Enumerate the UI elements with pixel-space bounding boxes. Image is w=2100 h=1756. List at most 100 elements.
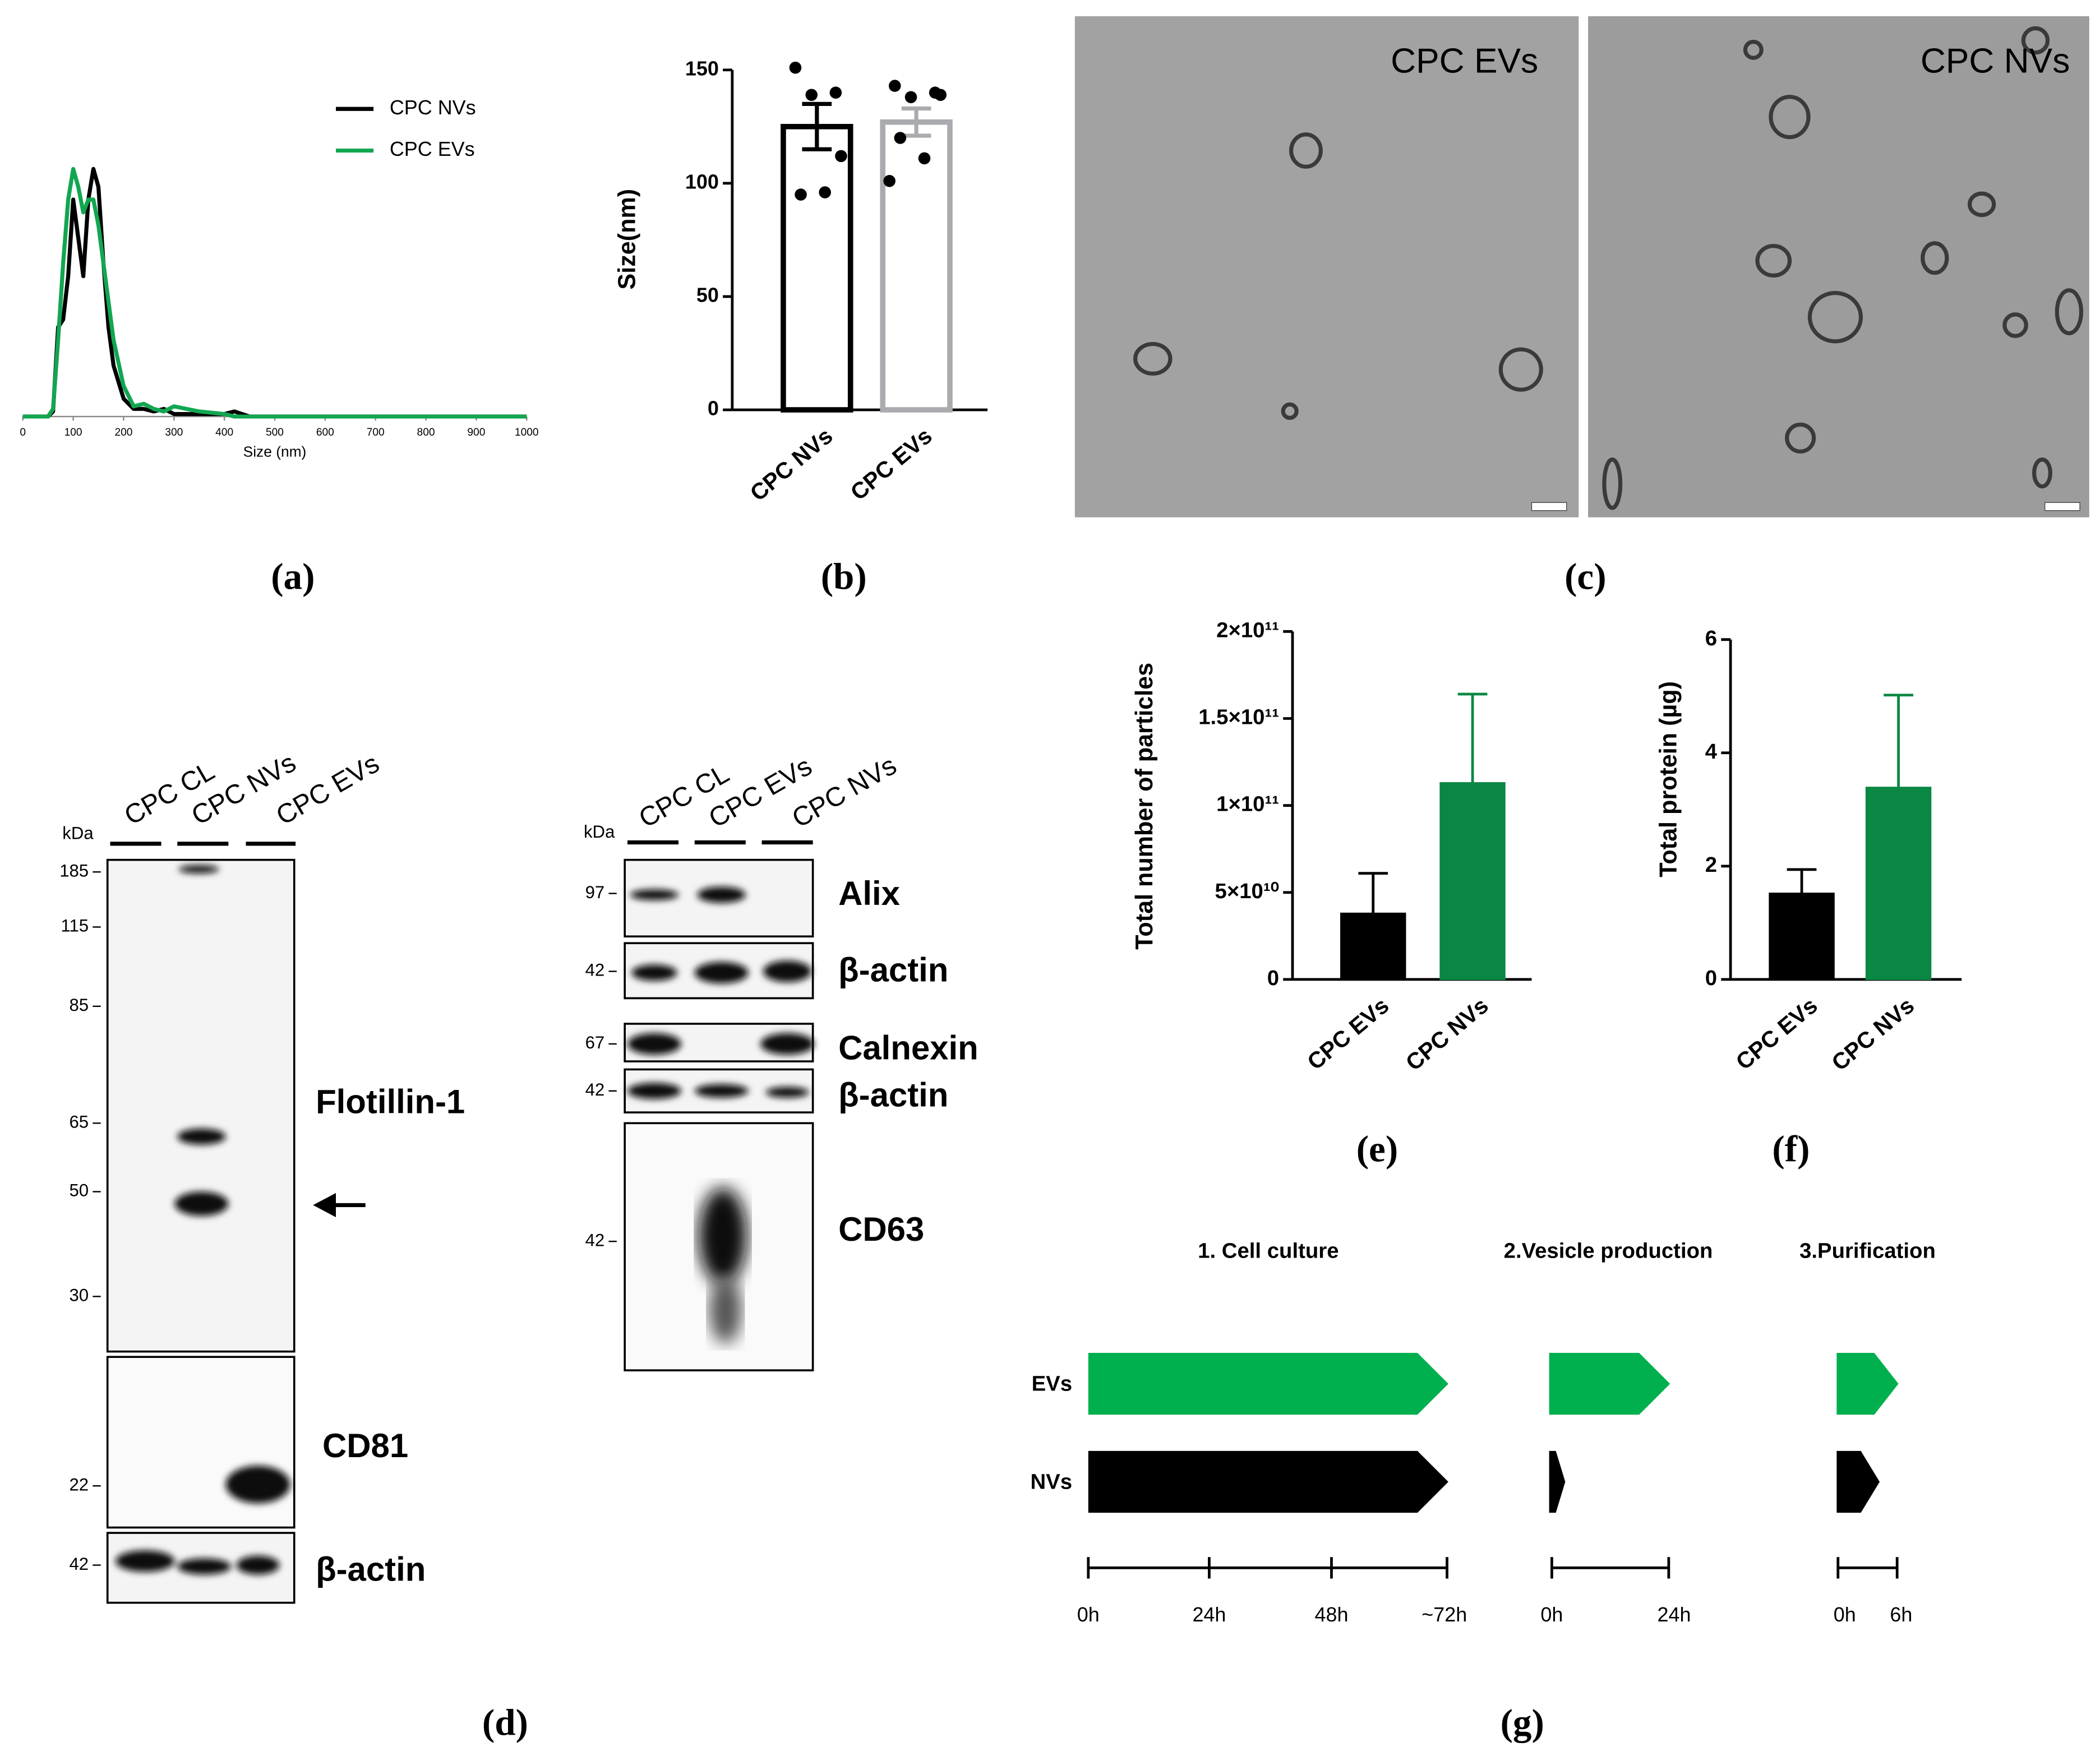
protein-label: Flotillin-1 bbox=[316, 1083, 465, 1121]
protein-label: CD81 bbox=[322, 1427, 408, 1464]
x-tick-label: CPC EVs bbox=[1302, 992, 1393, 1075]
bar bbox=[1340, 912, 1406, 981]
y-axis-label: Total number of particles bbox=[1131, 663, 1158, 950]
series-line bbox=[22, 167, 527, 419]
marker: 30 bbox=[70, 1286, 89, 1305]
bar bbox=[880, 119, 953, 413]
error-bar bbox=[1884, 694, 1913, 788]
data-point bbox=[805, 89, 818, 101]
protein-label: β-actin bbox=[316, 1550, 426, 1588]
legend-label: CPC EVs bbox=[390, 137, 475, 160]
marker: 65 bbox=[70, 1112, 89, 1131]
data-point bbox=[918, 152, 931, 165]
panel-label: (b) bbox=[821, 556, 867, 598]
y-tick-label: 50 bbox=[696, 283, 719, 306]
marker: 42 bbox=[585, 1080, 605, 1099]
timeline: 1. Cell culture 2.Vesicle production 3.P… bbox=[1030, 1239, 1935, 1626]
y-tick-label: 0 bbox=[1267, 966, 1279, 990]
data-point bbox=[883, 175, 896, 187]
marker: 97 bbox=[585, 882, 605, 902]
y-tick-label: 6 bbox=[1705, 626, 1717, 650]
protein-label: Alix bbox=[838, 875, 900, 912]
x-tick-label: 200 bbox=[114, 427, 132, 438]
bar bbox=[1439, 782, 1506, 981]
data-point bbox=[829, 86, 842, 99]
x-tick-label: CPC NVs bbox=[1826, 992, 1919, 1076]
bar bbox=[1769, 893, 1835, 981]
panel-label: (e) bbox=[1356, 1127, 1398, 1170]
marker: 85 bbox=[70, 995, 89, 1015]
stage-title: 2.Vesicle production bbox=[1504, 1239, 1713, 1263]
error-bar bbox=[1358, 872, 1388, 913]
y-tick-label: 4 bbox=[1705, 740, 1718, 764]
scale-bar bbox=[2044, 502, 2080, 511]
tem-image bbox=[1074, 16, 1579, 517]
data-point bbox=[894, 132, 907, 144]
panel-label: (f) bbox=[1772, 1127, 1810, 1170]
data-point bbox=[795, 188, 807, 201]
x-tick-label: CPC EVs bbox=[1731, 992, 1822, 1075]
error-bar bbox=[1787, 868, 1817, 894]
x-tick-label: 600 bbox=[316, 427, 334, 438]
marker: 185 bbox=[59, 861, 89, 880]
x-tick-label: 100 bbox=[64, 427, 82, 438]
image-label: CPC NVs bbox=[1921, 41, 2070, 80]
row-label: EVs bbox=[1032, 1372, 1072, 1396]
time-label: 0h bbox=[1540, 1603, 1563, 1626]
y-tick-label: 1×10¹¹ bbox=[1216, 792, 1279, 816]
vesicles bbox=[1133, 26, 2084, 510]
blot-right: CPC CL CPC EVs CPC NVs kDa 97 42 67 42 4… bbox=[584, 751, 979, 1371]
y-axis-label: Total protein (µg) bbox=[1655, 681, 1682, 877]
y-axis-label: Size(nm) bbox=[614, 189, 641, 290]
time-label: 24h bbox=[1657, 1603, 1691, 1626]
marker: 42 bbox=[70, 1554, 89, 1574]
x-tick-label: 300 bbox=[165, 427, 183, 438]
x-tick-label: 500 bbox=[266, 427, 284, 438]
error-bar bbox=[901, 106, 931, 138]
panel-label: (c) bbox=[1564, 556, 1606, 598]
data-point bbox=[789, 61, 802, 74]
x-tick-label: CPC NVs bbox=[1401, 992, 1493, 1076]
time-label: 6h bbox=[1890, 1603, 1912, 1626]
unit-label: kDa bbox=[584, 822, 615, 842]
time-label: 48h bbox=[1314, 1603, 1348, 1626]
tem-image bbox=[1588, 16, 2089, 517]
panel-label: (d) bbox=[482, 1701, 528, 1743]
unit-label: kDa bbox=[62, 823, 94, 843]
legend-label: CPC NVs bbox=[390, 96, 476, 119]
image-label: CPC EVs bbox=[1391, 41, 1538, 80]
time-label: 0h bbox=[1834, 1603, 1856, 1626]
marker: 42 bbox=[585, 1230, 605, 1250]
time-label: ~72h bbox=[1421, 1603, 1467, 1626]
data-point bbox=[819, 186, 831, 198]
y-tick-label: 150 bbox=[685, 57, 719, 80]
x-axis-label: Size (nm) bbox=[243, 443, 307, 460]
protein-label: Calnexin bbox=[838, 1029, 979, 1067]
marker: 67 bbox=[585, 1033, 605, 1052]
x-tick-label: 400 bbox=[215, 427, 233, 438]
y-tick-label: 2 bbox=[1705, 853, 1717, 877]
x-tick-label: 800 bbox=[417, 427, 435, 438]
x-tick-label: CPC NVs bbox=[745, 423, 838, 506]
y-tick-label: 2×10¹¹ bbox=[1216, 618, 1279, 642]
time-label: 24h bbox=[1192, 1603, 1226, 1626]
stage-title: 1. Cell culture bbox=[1198, 1239, 1339, 1263]
y-tick-label: 100 bbox=[685, 170, 719, 193]
panel-label: (g) bbox=[1501, 1701, 1544, 1743]
scale-bar bbox=[1531, 502, 1567, 511]
time-label: 0h bbox=[1077, 1603, 1100, 1626]
bar bbox=[1865, 787, 1932, 981]
marker: 115 bbox=[61, 916, 89, 936]
protein-label: β-actin bbox=[838, 951, 948, 989]
marker: 22 bbox=[70, 1475, 89, 1494]
data-point bbox=[888, 80, 901, 92]
x-tick-label: 900 bbox=[467, 427, 485, 438]
error-bar bbox=[802, 101, 832, 151]
error-bar bbox=[1457, 692, 1488, 783]
y-tick-label: 0 bbox=[1705, 966, 1717, 990]
data-point bbox=[934, 89, 947, 101]
x-tick-label: 700 bbox=[367, 427, 385, 438]
tem-images: CPC EVs CPC NVs bbox=[1074, 16, 2089, 517]
x-tick-label: 1000 bbox=[515, 427, 539, 438]
